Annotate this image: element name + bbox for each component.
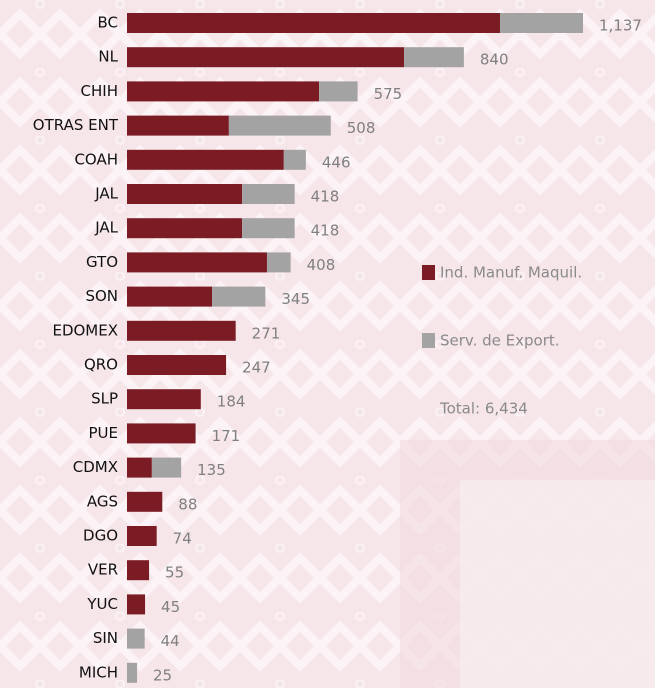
y-tick-label: NL [98, 48, 118, 66]
bar-segment [127, 184, 243, 204]
y-tick-label: COAH [74, 150, 118, 168]
bar-segment [127, 423, 196, 444]
total-label: 418 [311, 188, 340, 206]
total-label: 418 [311, 222, 340, 240]
y-tick-label: EDOMEX [52, 321, 118, 339]
y-tick-label: GTO [86, 253, 118, 271]
bar-segment [499, 13, 583, 33]
bar-segment [127, 320, 236, 341]
y-tick-label: SIN [93, 629, 118, 647]
bar-segment [127, 252, 267, 273]
y-tick-label: BC [97, 14, 118, 32]
bar-segment [266, 252, 291, 273]
total-label: 135 [197, 461, 226, 479]
total-label: 840 [480, 51, 509, 69]
y-tick-label: JAL [94, 219, 118, 237]
legend-label: Serv. de Export. [440, 332, 560, 350]
total-label: 44 [161, 632, 180, 650]
total-label: 345 [281, 290, 310, 308]
bar-segment [127, 355, 227, 375]
bar-segment [127, 457, 152, 478]
background-shape [460, 480, 655, 688]
bar-segment [127, 491, 163, 512]
bar-segment [127, 13, 500, 33]
y-tick-label: JAL [94, 185, 118, 203]
bar-segment [127, 286, 213, 307]
y-tick-label: MICH [79, 663, 118, 681]
bar-segment [242, 218, 295, 239]
total-label: 45 [161, 598, 180, 616]
y-tick-label: CDMX [73, 458, 118, 476]
bar-segment [404, 47, 464, 68]
y-tick-label: PUE [88, 424, 118, 442]
bar-segment [127, 115, 229, 136]
total-label: 25 [153, 666, 172, 684]
total-label: 74 [173, 530, 192, 548]
bar-segment [127, 560, 150, 581]
bar-segment [127, 218, 243, 239]
bar-segment [127, 662, 138, 683]
total-label: 408 [307, 256, 336, 274]
total-label: 508 [347, 119, 376, 137]
total-label: 184 [217, 393, 246, 411]
y-tick-label: QRO [84, 356, 118, 374]
y-tick-label: VER [88, 561, 118, 579]
bar-segment [212, 286, 266, 307]
bar-segment [242, 184, 295, 204]
y-tick-label: CHIH [81, 82, 118, 100]
total-label: 575 [374, 85, 403, 103]
total-label: 446 [322, 153, 351, 171]
bar-segment [127, 81, 320, 102]
legend-label: Ind. Manuf. Maquil. [440, 264, 582, 282]
bar-segment [127, 47, 405, 68]
bar-segment [127, 389, 201, 410]
bar-segment [127, 526, 157, 546]
bar-segment [127, 628, 145, 649]
bar-segment [127, 149, 284, 170]
total-label: 171 [212, 427, 241, 445]
total-label: 1,137 [599, 17, 642, 35]
y-tick-label: SON [85, 287, 118, 305]
bar-segment [151, 457, 182, 478]
y-tick-label: DGO [83, 527, 118, 545]
total-label: 88 [178, 495, 197, 513]
y-tick-label: YUC [86, 595, 118, 613]
total-label: 55 [165, 564, 184, 582]
bar-segment [319, 81, 358, 102]
bar-segment [228, 115, 331, 136]
legend-swatch [422, 333, 435, 348]
total-label: 271 [252, 324, 281, 342]
annotation: Total: 6,434 [439, 400, 528, 418]
legend-swatch [422, 265, 435, 280]
bar-segment [127, 594, 146, 615]
y-tick-label: OTRAS ENT [33, 116, 119, 134]
bar-segment [283, 149, 306, 170]
y-tick-label: SLP [91, 390, 118, 408]
y-tick-label: AGS [87, 492, 118, 510]
total-label: 247 [242, 359, 271, 377]
